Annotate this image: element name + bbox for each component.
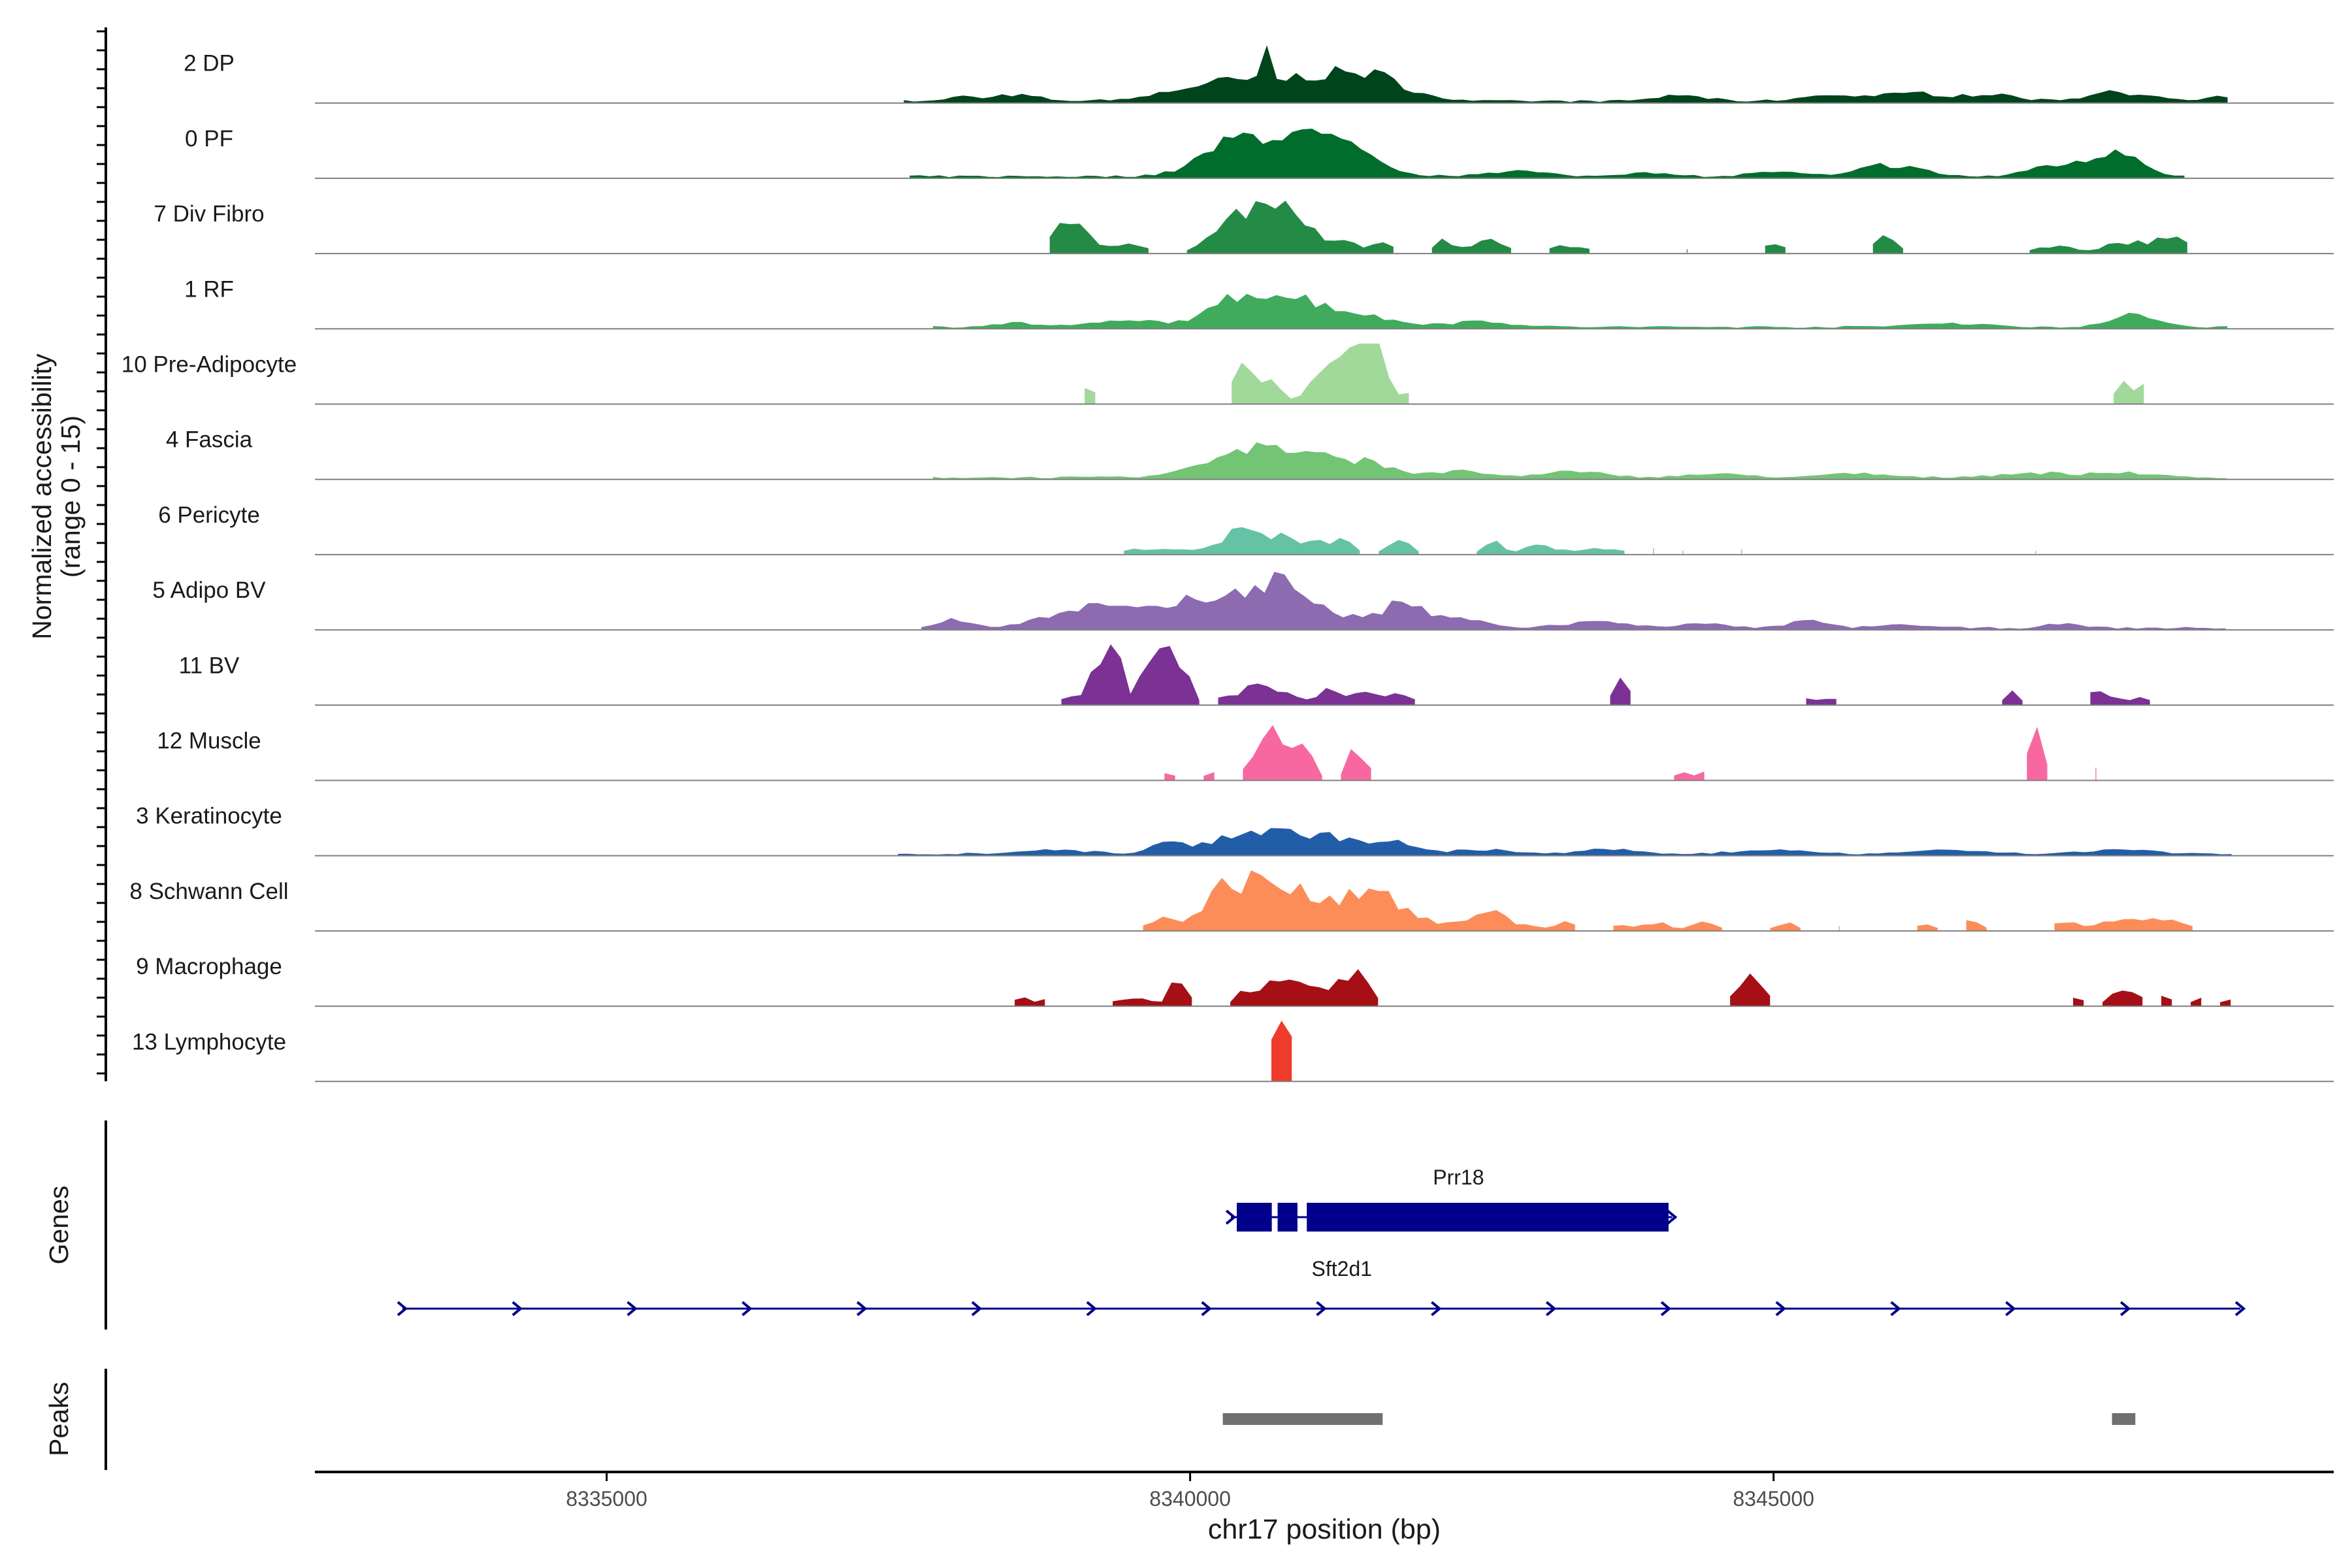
peaks-panel-label: Peaks [44, 1382, 74, 1456]
strand-arrow-icon [1545, 1301, 1557, 1316]
track: 12 Muscle [157, 725, 2334, 781]
coverage-area [921, 572, 2226, 630]
track: 10 Pre-Adipocyte [122, 343, 2334, 405]
coverage-area [909, 128, 2185, 179]
coverage-area [1061, 644, 2150, 706]
strand-arrow-icon [1431, 1301, 1442, 1316]
strand-arrow-icon [1225, 1209, 1237, 1225]
track-label: 9 Macrophage [136, 954, 282, 979]
track-label: 12 Muscle [157, 728, 261, 754]
gene: Sft2d1 [397, 1257, 2246, 1316]
x-tick-label: 8345000 [1733, 1487, 1814, 1511]
track: 7 Div Fibro [154, 201, 2334, 255]
track-label: 6 Pericyte [158, 502, 260, 528]
strand-arrow-icon [1316, 1301, 1327, 1316]
track: 11 BV [179, 644, 2334, 706]
y-axis-label-line1: Normalized accessibility [27, 353, 57, 640]
strand-arrow-icon [1775, 1301, 1786, 1316]
track-label: 13 Lymphocyte [132, 1029, 286, 1054]
track: 5 Adipo BV [152, 572, 2334, 631]
strand-arrow-icon [2234, 1301, 2246, 1316]
strand-arrow-icon [627, 1301, 638, 1316]
strand-arrow-icon [1666, 1209, 1678, 1225]
track: 4 Fascia [166, 427, 2334, 480]
track: 13 Lymphocyte [132, 1021, 2334, 1083]
track-label: 5 Adipo BV [152, 578, 266, 603]
strand-arrow-icon [971, 1301, 983, 1316]
track-label: 3 Keratinocyte [136, 804, 282, 829]
coverage-area [933, 442, 2228, 480]
strand-arrow-icon [2120, 1301, 2131, 1316]
coverage-area [1015, 969, 2231, 1007]
gene-track: Prr18 Sft2d1 [397, 1166, 2246, 1316]
accessibility-tracks: 2 DP 0 PF 7 Div Fibro 1 RF 10 Pre-Adipocyte 4… [122, 45, 2334, 1083]
track: 2 DP [184, 45, 2334, 104]
x-axis-ticks: 8335000 8340000 8345000 [566, 1472, 1814, 1511]
track: 6 Pericyte [158, 502, 2334, 555]
track-label: 1 RF [184, 276, 234, 302]
x-tick-label: 8335000 [566, 1487, 647, 1511]
strand-arrow-icon [1201, 1301, 1212, 1316]
coverage-area [1085, 343, 2144, 405]
gene: Prr18 [1225, 1166, 1678, 1232]
gene-name: Sft2d1 [1312, 1257, 1373, 1281]
track: 1 RF [184, 276, 2334, 330]
y-axis [97, 27, 107, 1081]
coverage-area [898, 828, 2232, 857]
strand-arrow-icon [856, 1301, 868, 1316]
strand-arrow-icon [1086, 1301, 1098, 1316]
track-label: 0 PF [185, 126, 233, 152]
track-label: 2 DP [184, 51, 235, 76]
strand-arrow-icon [397, 1301, 408, 1316]
track: 8 Schwann Cell [129, 870, 2334, 932]
coverage-area [1049, 201, 2187, 254]
exon [1307, 1203, 1669, 1232]
track-label: 4 Fascia [166, 427, 253, 453]
peak-region [1222, 1413, 1383, 1425]
track: 9 Macrophage [136, 954, 2334, 1007]
track: 3 Keratinocyte [136, 804, 2334, 857]
coverage-area [1143, 870, 2193, 932]
peak-region [2112, 1413, 2136, 1425]
coverage-area [1124, 527, 2036, 555]
track-label: 11 BV [179, 653, 240, 678]
x-axis-label: chr17 position (bp) [1208, 1514, 1441, 1545]
exon [1277, 1203, 1298, 1232]
x-tick-label: 8340000 [1149, 1487, 1231, 1511]
strand-arrow-icon [1890, 1301, 1901, 1316]
coverage-area [933, 293, 2228, 329]
peak-track [1222, 1413, 2136, 1425]
gene-name: Prr18 [1433, 1166, 1484, 1189]
coverage-area [1271, 1021, 1292, 1082]
track-label: 10 Pre-Adipocyte [122, 352, 297, 378]
strand-arrow-icon [742, 1301, 753, 1316]
coverage-area [904, 45, 2228, 104]
strand-arrow-icon [512, 1301, 523, 1316]
track-label: 7 Div Fibro [154, 201, 264, 227]
exon [1237, 1203, 1272, 1232]
genes-panel-label: Genes [44, 1186, 74, 1265]
track: 0 PF [185, 126, 2334, 179]
strand-arrow-icon [2005, 1301, 2016, 1316]
strand-arrow-icon [1660, 1301, 1672, 1316]
y-axis-label-line2: (range 0 - 15) [56, 416, 86, 578]
coverage-area [1164, 725, 2097, 781]
track-label: 8 Schwann Cell [129, 879, 288, 904]
